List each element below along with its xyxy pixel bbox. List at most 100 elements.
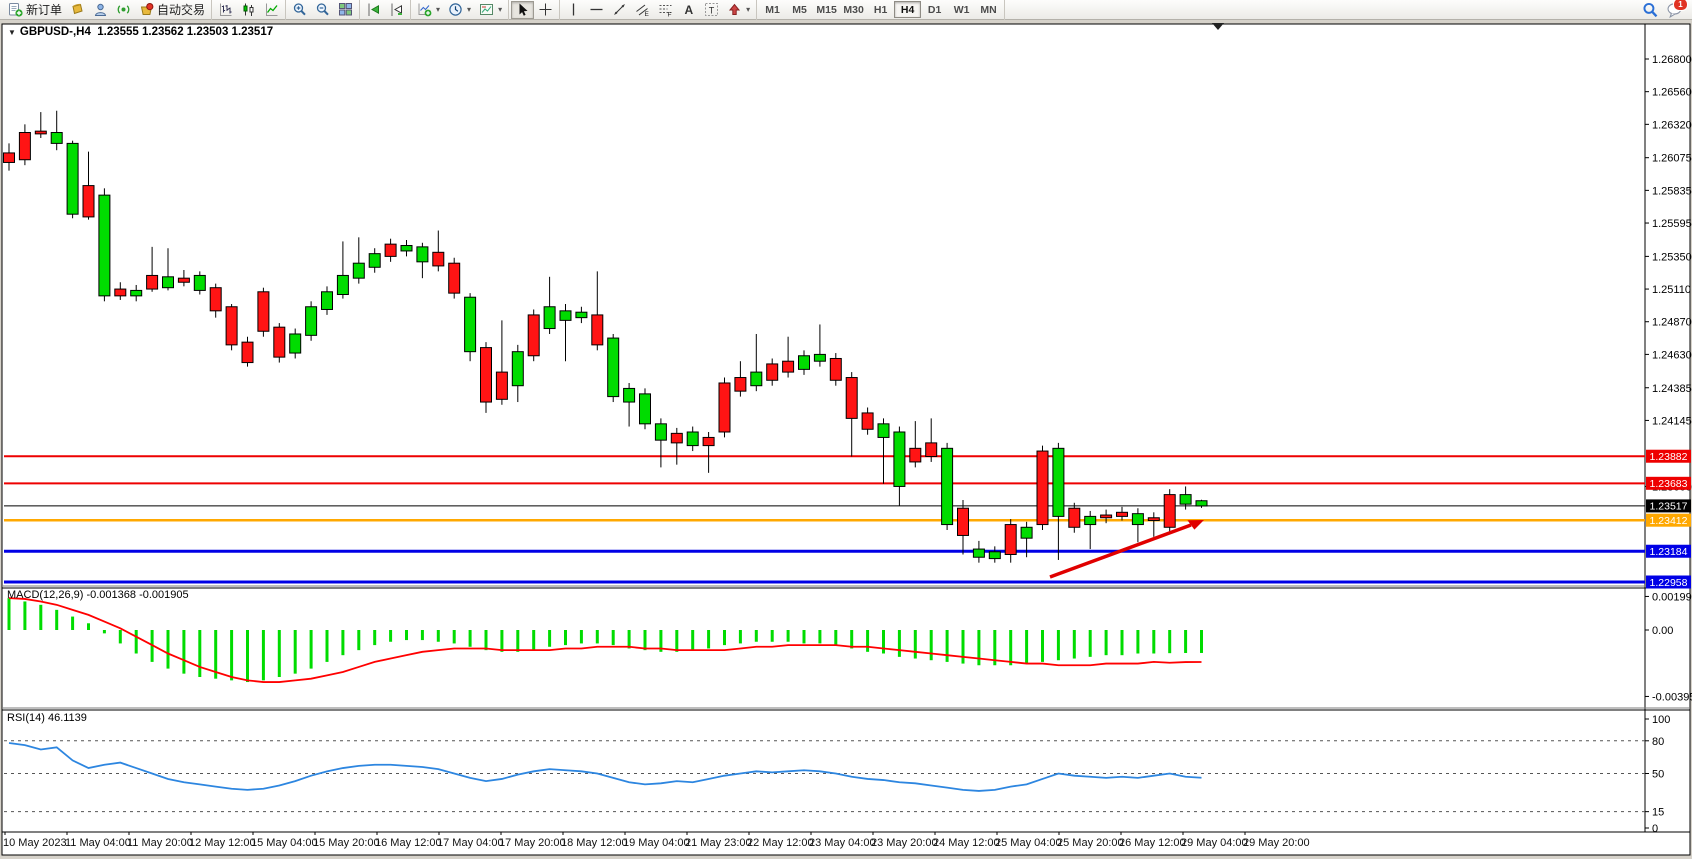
macd-histogram-bar	[611, 630, 615, 646]
crosshair-button[interactable]	[534, 1, 557, 19]
cursor-button[interactable]	[511, 0, 535, 19]
svg-text:19 May 04:00: 19 May 04:00	[623, 837, 690, 849]
macd-histogram-bar	[484, 630, 488, 651]
autotrading-button[interactable]: 自动交易	[135, 1, 209, 19]
svg-text:1.25835: 1.25835	[1652, 185, 1692, 197]
timeframe-m1[interactable]: M1	[759, 1, 786, 18]
macd-histogram-bar	[1120, 630, 1124, 656]
candle-body	[416, 246, 429, 263]
candle-body	[384, 243, 397, 257]
macd-histogram-bar	[834, 630, 838, 646]
indicators-button[interactable]	[362, 1, 385, 19]
svg-text:23 May 04:00: 23 May 04:00	[809, 837, 876, 849]
equidistant-channel-button[interactable]: E	[631, 1, 654, 19]
macd-histogram-bar	[961, 630, 965, 664]
paint-bucket-button[interactable]	[66, 1, 89, 19]
profile-button[interactable]	[89, 1, 112, 19]
candle-body	[559, 310, 572, 321]
macd-histogram-bar	[309, 630, 313, 669]
macd-histogram-bar	[405, 630, 408, 641]
svg-text:-0.003958: -0.003958	[1652, 691, 1692, 703]
candle-body	[1179, 494, 1192, 505]
cursor-icon	[515, 2, 530, 17]
horizontal-line-button[interactable]	[585, 1, 608, 19]
profile-icon	[93, 2, 108, 17]
toolbar-group	[212, 0, 287, 20]
notifications-button[interactable]: 1	[1667, 0, 1688, 18]
chart-collapse-icon[interactable]: ▼	[8, 28, 16, 37]
toolbar-group: E F A T ▾	[560, 0, 758, 20]
candle-body	[400, 244, 413, 252]
candle-body	[782, 360, 795, 373]
timeframe-m5[interactable]: M5	[786, 1, 813, 18]
macd-histogram-bar	[897, 630, 901, 657]
macd-histogram-bar	[182, 630, 186, 674]
svg-text:1.24385: 1.24385	[1652, 383, 1692, 395]
candle-body	[941, 447, 954, 526]
timeframe-d1[interactable]: D1	[921, 1, 948, 18]
vertical-line-button[interactable]	[562, 1, 585, 19]
macd-histogram-bar	[1136, 630, 1140, 654]
price-chart[interactable]: 1.26800 1.26560 1.26320 1.26075 1.25835 1.255…	[0, 20, 1692, 859]
timeframe-m30[interactable]: M30	[840, 1, 867, 18]
new-order-button[interactable]: 新订单	[4, 1, 66, 19]
candle-body	[3, 152, 15, 163]
svg-text:17 May 20:00: 17 May 20:00	[499, 837, 566, 849]
chart-shift-marker[interactable]	[1212, 23, 1224, 30]
candle-body	[82, 185, 95, 218]
svg-text:0.00: 0.00	[1652, 625, 1673, 637]
candle-body	[877, 423, 890, 438]
indicator-windows-button[interactable]	[385, 1, 408, 19]
tile-windows-button[interactable]	[334, 1, 357, 19]
macd-histogram-bar	[230, 630, 234, 681]
svg-text:1.23882: 1.23882	[1650, 451, 1688, 463]
macd-histogram-bar	[866, 630, 870, 652]
zoom-out-button[interactable]	[311, 1, 334, 19]
candle-body	[798, 355, 810, 370]
candle-body	[209, 287, 222, 312]
arrows-dropdown[interactable]: ▾	[723, 1, 754, 19]
template-dropdown[interactable]: ▾	[475, 1, 506, 19]
candle-body	[511, 351, 524, 387]
macd-histogram-bar	[55, 609, 59, 630]
candlestick-chart-button[interactable]	[237, 1, 260, 19]
candle-body	[575, 311, 588, 319]
price-label-box	[1646, 449, 1691, 463]
timeframe-w1[interactable]: W1	[948, 1, 975, 18]
candle-body	[495, 371, 508, 400]
macd-histogram-bar	[707, 630, 711, 649]
fibo-icon: F	[658, 2, 673, 17]
candle-body	[957, 507, 969, 536]
text-label-button[interactable]: T	[700, 1, 723, 19]
svg-text:1.25110: 1.25110	[1652, 284, 1691, 296]
macd-histogram-bar	[1009, 630, 1013, 666]
candle-body	[352, 262, 365, 279]
search-button[interactable]	[1642, 2, 1659, 18]
toolbar-group: 新订单 自动交易	[2, 0, 213, 20]
macd-histogram-bar	[102, 630, 106, 634]
timeframe-m15[interactable]: M15	[813, 1, 840, 18]
docplus-icon	[8, 2, 23, 17]
signal-button[interactable]	[112, 1, 135, 19]
timeframe-h1[interactable]: H1	[867, 1, 894, 18]
bar-chart-button[interactable]	[214, 1, 237, 19]
line-chart-button[interactable]	[260, 1, 283, 19]
trendline-button[interactable]	[608, 1, 631, 19]
trend-arrow-line[interactable]	[1049, 523, 1192, 579]
candle-body	[972, 548, 985, 558]
macd-histogram-bar	[1041, 630, 1044, 662]
period-dropdown[interactable]: ▾	[444, 1, 475, 19]
svg-text:1.25350: 1.25350	[1652, 251, 1692, 263]
chartplus-icon	[417, 2, 432, 17]
price-label-box	[1646, 544, 1691, 558]
candles-icon	[241, 2, 256, 17]
zoom-in-button[interactable]	[288, 1, 311, 19]
timeframe-mn[interactable]: MN	[975, 1, 1002, 18]
macd-histogram-bar	[659, 630, 663, 652]
text-button[interactable]: A	[677, 1, 700, 19]
timeframe-h4[interactable]: H4	[894, 1, 922, 18]
fibonacci-button[interactable]: F	[654, 1, 677, 19]
svg-text:E: E	[645, 11, 650, 17]
new-chart-dropdown[interactable]: ▾	[413, 1, 444, 19]
macd-histogram-bar	[1025, 630, 1029, 664]
